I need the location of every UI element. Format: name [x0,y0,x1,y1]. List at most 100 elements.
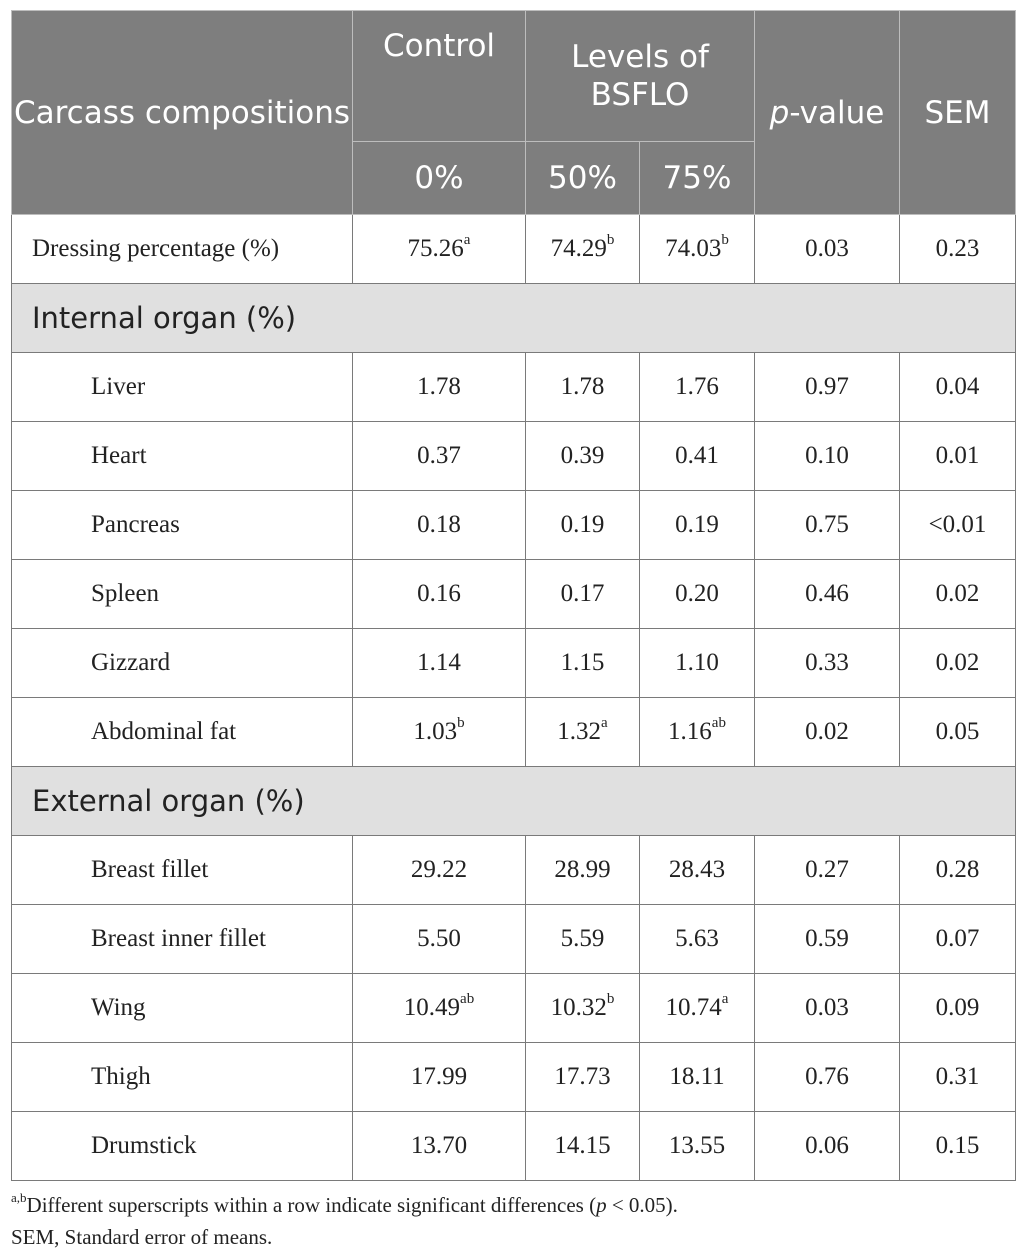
cell-superscript: b [606,990,615,1007]
cell-superscript: ab [711,714,726,731]
table-row: Dressing percentage (%) 75.26a 74.29b 74… [11,214,1016,284]
row-label: Liver [11,352,353,422]
cell-50: 1.78 [525,352,640,422]
cell-50: 0.17 [525,559,640,629]
table-row: Pancreas 0.18 0.19 0.19 0.75 <0.01 [11,490,1016,560]
cell-50: 1.15 [525,628,640,698]
cell-p: 0.27 [754,835,900,905]
cell-75: 1.16ab [639,697,755,767]
cell-p: 0.03 [754,214,900,284]
row-label: Drumstick [11,1111,353,1181]
cell-0: 10.49ab [352,973,526,1043]
cell-sem: 0.23 [899,214,1016,284]
header-sem: SEM [899,10,1016,215]
cell-75: 13.55 [639,1111,755,1181]
cell-0: 0.18 [352,490,526,560]
row-label: Gizzard [11,628,353,698]
header-control: Control [352,10,526,142]
cell-75: 0.41 [639,421,755,491]
cell-sem: <0.01 [899,490,1016,560]
cell-75: 5.63 [639,904,755,974]
subheader-50: 50% [525,141,640,215]
table-row: Heart 0.37 0.39 0.41 0.10 0.01 [11,421,1016,491]
table-row: Spleen 0.16 0.17 0.20 0.46 0.02 [11,559,1016,629]
cell-0: 1.78 [352,352,526,422]
cell-50: 10.32b [525,973,640,1043]
cell-50: 17.73 [525,1042,640,1112]
cell-sem: 0.15 [899,1111,1016,1181]
row-label: Thigh [11,1042,353,1112]
header-p-italic: p [769,94,790,131]
cell-sem: 0.09 [899,973,1016,1043]
table-row: Thigh 17.99 17.73 18.11 0.76 0.31 [11,1042,1016,1112]
header-carcass-compositions: Carcass compositions [11,10,353,215]
footnote-text: Different superscripts within a row indi… [26,1193,597,1217]
cell-superscript: a [721,990,729,1007]
cell-75: 18.11 [639,1042,755,1112]
table-row: Drumstick 13.70 14.15 13.55 0.06 0.15 [11,1111,1016,1181]
cell-50: 0.39 [525,421,640,491]
cell-75: 10.74a [639,973,755,1043]
cell-50: 1.32a [525,697,640,767]
table-row: Liver 1.78 1.78 1.76 0.97 0.04 [11,352,1016,422]
cell-75: 1.76 [639,352,755,422]
cell-50: 74.29b [525,214,640,284]
section-row-internal: Internal organ (%) [11,283,1016,353]
section-label: External organ (%) [11,766,1016,836]
cell-sem: 0.28 [899,835,1016,905]
cell-sem: 0.01 [899,421,1016,491]
cell-sem: 0.04 [899,352,1016,422]
table-row: Breast inner fillet 5.50 5.59 5.63 0.59 … [11,904,1016,974]
section-row-external: External organ (%) [11,766,1016,836]
table-footnote: a,bDifferent superscripts within a row i… [11,1189,1015,1253]
cell-0: 0.16 [352,559,526,629]
header-p-rest: -value [789,94,885,131]
cell-superscript: a [601,714,608,731]
cell-value: 1.32 [557,718,602,745]
cell-p: 0.10 [754,421,900,491]
cell-0: 75.26a [352,214,526,284]
footnote-p: p [596,1193,607,1217]
header-levels-of-bsflo: Levels of BSFLO [525,10,755,142]
cell-superscript: ab [460,990,475,1007]
cell-p: 0.59 [754,904,900,974]
cell-sem: 0.05 [899,697,1016,767]
cell-50: 0.19 [525,490,640,560]
footnote-superscript: a,b [11,1190,27,1205]
cell-value: 10.74 [665,994,722,1021]
cell-p: 0.06 [754,1111,900,1181]
cell-50: 5.59 [525,904,640,974]
footnote-line-2: SEM, Standard error of means. [11,1225,273,1249]
subheader-0: 0% [352,141,526,215]
cell-value: 10.32 [550,994,607,1021]
cell-sem: 0.31 [899,1042,1016,1112]
row-label: Spleen [11,559,353,629]
header-p-value: p-value [754,10,900,215]
cell-75: 0.20 [639,559,755,629]
row-label: Dressing percentage (%) [11,214,353,284]
footnote-text-end: < 0.05). [606,1193,678,1217]
cell-0: 1.03b [352,697,526,767]
footnote-line-1: a,bDifferent superscripts within a row i… [11,1189,1015,1221]
cell-value: 75.26 [407,235,464,262]
cell-75: 74.03b [639,214,755,284]
cell-50: 14.15 [525,1111,640,1181]
cell-0: 13.70 [352,1111,526,1181]
cell-p: 0.46 [754,559,900,629]
cell-75: 0.19 [639,490,755,560]
cell-p: 0.76 [754,1042,900,1112]
cell-superscript: b [457,714,465,731]
row-label: Breast fillet [11,835,353,905]
table-container: Carcass compositions Control Levels of B… [11,10,1016,1253]
cell-75: 1.10 [639,628,755,698]
cell-p: 0.97 [754,352,900,422]
cell-sem: 0.02 [899,559,1016,629]
cell-0: 5.50 [352,904,526,974]
cell-75: 28.43 [639,835,755,905]
cell-sem: 0.07 [899,904,1016,974]
row-label: Heart [11,421,353,491]
cell-p: 0.03 [754,973,900,1043]
cell-0: 1.14 [352,628,526,698]
cell-p: 0.33 [754,628,900,698]
table-row: Abdominal fat 1.03b 1.32a 1.16ab 0.02 0.… [11,697,1016,767]
